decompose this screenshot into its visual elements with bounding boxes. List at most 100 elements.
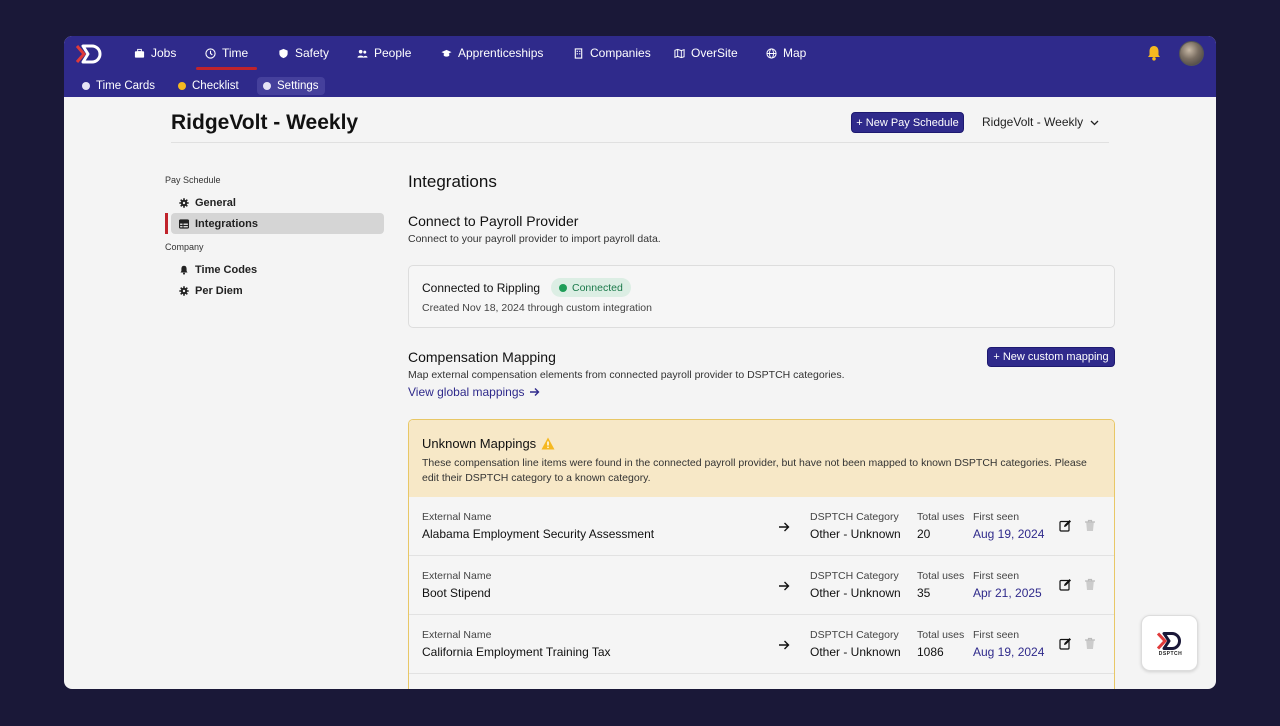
first-seen-label: First seen: [973, 688, 1019, 689]
active-sidebar-indicator: [165, 213, 168, 234]
unknown-mappings-description: These compensation line items were found…: [422, 457, 1087, 484]
arrow-right-icon: [529, 388, 540, 396]
nav-item-label: Apprenticeships: [458, 46, 544, 60]
nav-item-people[interactable]: People: [357, 45, 411, 61]
bell-icon: [180, 265, 188, 275]
first-seen-value: Apr 21, 2025: [973, 586, 1042, 600]
top-nav: Jobs Time Safety People Apprenticeships …: [64, 36, 1216, 97]
total-uses-value: 1086: [917, 645, 944, 659]
nav-item-safety[interactable]: Safety: [278, 45, 329, 61]
sidebar-item-label: Time Codes: [195, 263, 258, 276]
subnav-time-cards[interactable]: Time Cards: [76, 77, 161, 95]
link-label: View global mappings: [408, 385, 525, 399]
mapping-row: External Name California Employment Trai…: [409, 615, 1114, 674]
new-pay-schedule-button[interactable]: + New Pay Schedule: [851, 112, 964, 133]
nav-item-oversite[interactable]: OverSite: [674, 45, 738, 61]
unknown-mappings-title-text: Unknown Mappings: [422, 436, 537, 451]
subnav-settings[interactable]: Settings: [257, 77, 325, 95]
status-dot: [82, 82, 90, 90]
external-name-label: External Name: [422, 511, 492, 523]
sidebar-item-label: Integrations: [195, 217, 258, 230]
sidebar-section-pay-schedule: Pay Schedule: [165, 175, 221, 185]
gear-icon: [179, 197, 189, 208]
app-window: Jobs Time Safety People Apprenticeships …: [64, 36, 1216, 689]
shield-icon: [279, 48, 288, 58]
status-badge: Connected: [551, 278, 631, 297]
edit-icon[interactable]: [1059, 637, 1072, 650]
sidebar-item-per-diem[interactable]: Per Diem: [171, 280, 384, 301]
trash-icon: [1085, 578, 1095, 590]
category-value: Other - Unknown: [810, 645, 901, 659]
connect-description: Connect to your payroll provider to impo…: [408, 233, 661, 245]
status-badge-label: Connected: [572, 281, 623, 294]
gear-icon: [179, 285, 189, 296]
user-avatar[interactable]: [1179, 41, 1204, 66]
nav-item-map[interactable]: Map: [766, 45, 806, 61]
connected-dot: [559, 283, 567, 292]
pay-schedule-select[interactable]: RidgeVolt - Weekly: [982, 115, 1100, 129]
mapping-row: External Name Boot Stipend DSPTCH Catego…: [409, 556, 1114, 615]
nav-item-time[interactable]: Time: [205, 45, 248, 61]
first-seen-label: First seen: [973, 629, 1020, 641]
total-uses-value: 20: [917, 527, 931, 541]
nav-item-label: Safety: [295, 46, 330, 60]
building-icon: [574, 47, 583, 59]
arrow-right-icon: [779, 522, 790, 532]
external-name-label: External Name: [422, 570, 492, 582]
category-label: DSPTCH Category: [810, 511, 899, 523]
external-name-value: Alabama Employment Security Assessment: [422, 527, 655, 541]
chevron-down-icon: [1090, 120, 1099, 125]
nav-item-apprenticeships[interactable]: Apprenticeships: [441, 45, 543, 61]
connection-card: Connected to Rippling Connected Created …: [408, 265, 1115, 328]
notification-bell-icon[interactable]: [1145, 44, 1163, 62]
compensation-description: Map external compensation elements from …: [408, 369, 845, 381]
view-global-mappings-link[interactable]: View global mappings: [408, 385, 540, 399]
trash-icon: [1085, 519, 1095, 531]
dsptch-help-widget[interactable]: DSPTCH: [1141, 615, 1198, 671]
arrow-right-icon: [779, 640, 790, 650]
new-custom-mapping-button[interactable]: + New custom mapping: [987, 347, 1115, 367]
unknown-mappings-title: Unknown Mappings: [422, 436, 555, 451]
first-seen-label: First seen: [973, 570, 1020, 582]
total-uses-label: Total uses: [917, 688, 964, 689]
sidebar-item-label: Per Diem: [195, 284, 243, 297]
status-dot: [263, 82, 271, 90]
connection-title: Connected to Rippling: [422, 281, 541, 295]
first-seen-value: Aug 19, 2024: [973, 527, 1045, 541]
edit-icon[interactable]: [1059, 519, 1072, 532]
sidebar-section-company: Company: [165, 242, 204, 252]
nav-item-label: OverSite: [691, 46, 738, 60]
dsptch-logo[interactable]: [75, 44, 103, 64]
total-uses-label: Total uses: [917, 629, 965, 641]
edit-icon[interactable]: [1059, 578, 1072, 591]
external-name-value: California Employment Training Tax: [422, 645, 611, 659]
nav-item-companies[interactable]: Companies: [573, 45, 651, 61]
category-label: DSPTCH Category: [810, 629, 899, 641]
widget-brand-text: DSPTCH: [1158, 651, 1183, 657]
connect-heading: Connect to Payroll Provider: [408, 213, 579, 229]
page-title: RidgeVolt - Weekly: [171, 111, 359, 134]
sidebar-item-integrations[interactable]: Integrations: [171, 213, 384, 234]
category-value: Other - Unknown: [810, 527, 901, 541]
pay-schedule-select-value: RidgeVolt - Weekly: [982, 115, 1084, 129]
subnav-checklist[interactable]: Checklist: [172, 77, 245, 95]
sidebar-item-label: General: [195, 196, 236, 209]
external-name-label: External Name: [422, 629, 492, 641]
total-uses-label: Total uses: [917, 511, 965, 523]
subnav-label: Settings: [277, 80, 319, 92]
sidebar-item-general[interactable]: General: [171, 192, 384, 213]
warning-icon: [541, 437, 555, 450]
mapping-row: External Name DSPTCH Category Total uses…: [409, 674, 1114, 689]
category-value: Other - Unknown: [810, 586, 901, 600]
sidebar-item-time-codes[interactable]: Time Codes: [171, 259, 384, 280]
warning-dot: [178, 82, 186, 90]
subnav-label: Checklist: [192, 80, 239, 92]
connection-created: Created Nov 18, 2024 through custom inte…: [422, 302, 652, 314]
active-nav-indicator: [196, 67, 257, 70]
subnav-label: Time Cards: [96, 80, 155, 92]
briefcase-icon: [134, 48, 145, 58]
first-seen-label: First seen: [973, 511, 1020, 523]
arrow-right-icon: [779, 581, 790, 591]
nav-item-jobs[interactable]: Jobs: [134, 45, 176, 61]
section-title: Integrations: [408, 172, 497, 191]
